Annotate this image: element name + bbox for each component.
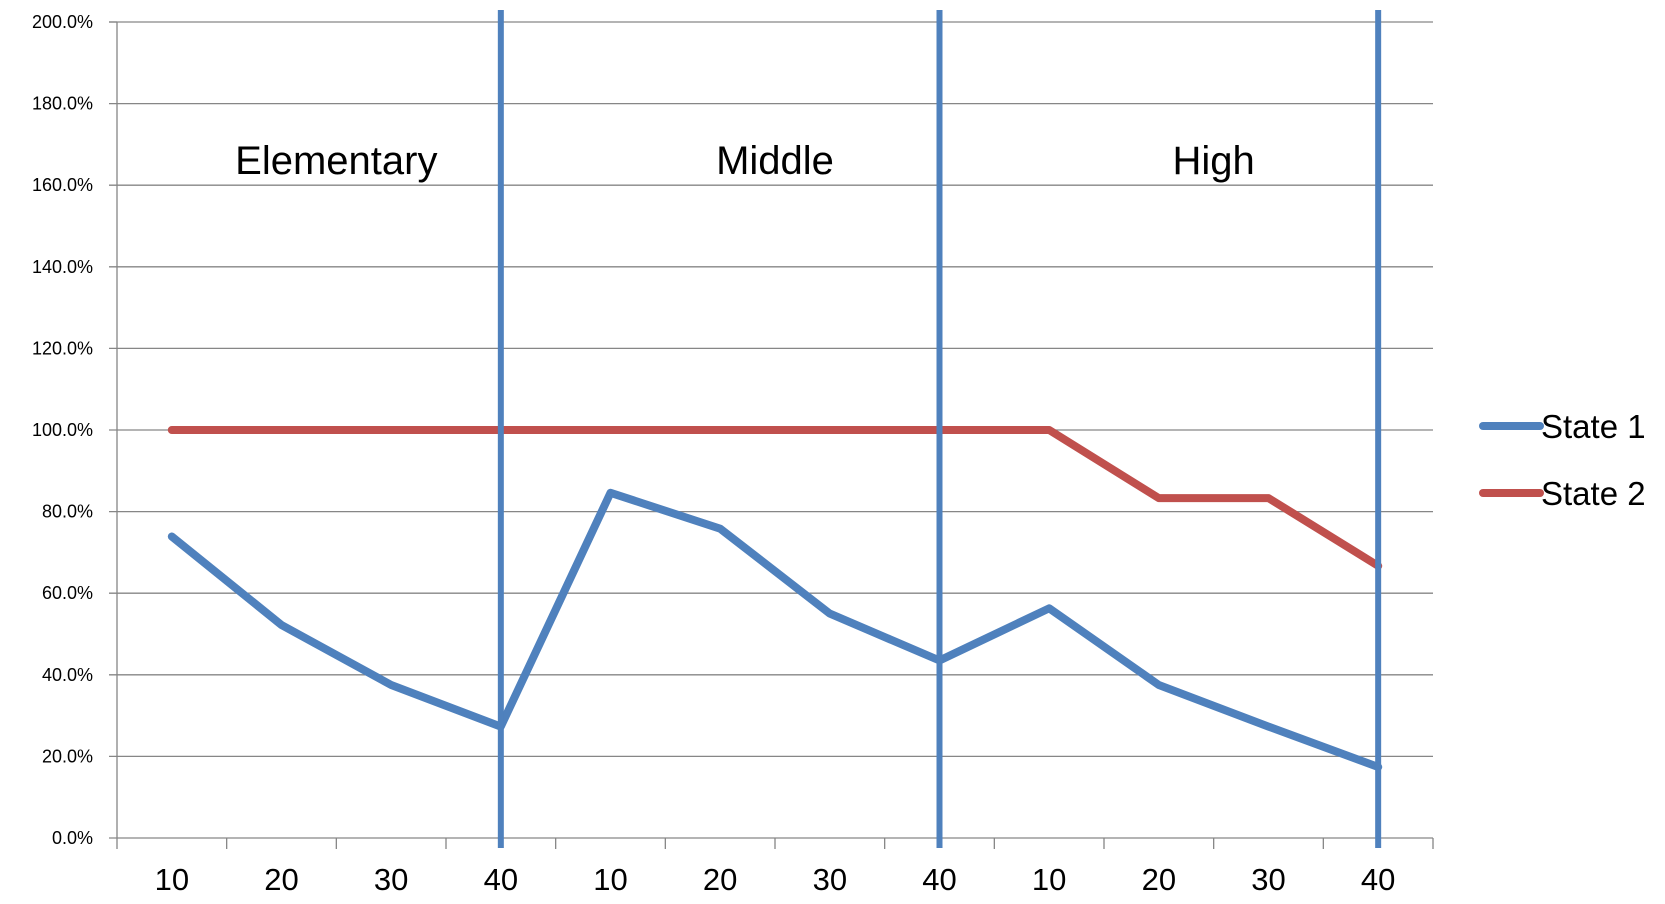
data-point bbox=[281, 429, 282, 431]
y-tick-label: 60.0% bbox=[42, 583, 93, 603]
x-tick-label: 20 bbox=[264, 862, 298, 897]
y-tick-label: 160.0% bbox=[32, 175, 93, 195]
x-tick-label: 30 bbox=[1251, 862, 1285, 897]
data-point bbox=[1268, 726, 1269, 728]
x-axis-tick-labels: 10 20 30 40 10 20 30 40 10 20 30 40 bbox=[155, 862, 1396, 897]
data-point bbox=[1158, 497, 1160, 499]
data-point bbox=[829, 613, 831, 615]
section-labels: Elementary Middle High bbox=[235, 139, 1255, 183]
data-series bbox=[167, 426, 1383, 771]
data-point bbox=[171, 429, 173, 431]
y-tick-label: 20.0% bbox=[42, 746, 93, 766]
data-point bbox=[1158, 684, 1160, 686]
series-line bbox=[167, 488, 1383, 771]
data-point bbox=[390, 684, 392, 686]
y-tick-label: 140.0% bbox=[32, 257, 93, 277]
legend: State 1 State 2 bbox=[1479, 408, 1646, 512]
x-tick-label: 10 bbox=[1032, 862, 1066, 897]
data-point bbox=[1268, 497, 1269, 499]
x-tick-label: 10 bbox=[155, 862, 189, 897]
data-point bbox=[610, 429, 611, 431]
section-label: High bbox=[1173, 139, 1255, 183]
data-point bbox=[281, 624, 282, 626]
x-tick-label: 20 bbox=[703, 862, 737, 897]
section-dividers bbox=[497, 10, 1382, 848]
x-tick-label: 10 bbox=[593, 862, 627, 897]
x-tick-label: 40 bbox=[922, 862, 956, 897]
data-point bbox=[829, 429, 831, 431]
x-tick-label: 30 bbox=[813, 862, 847, 897]
gridlines bbox=[109, 21, 1433, 758]
series-line bbox=[167, 426, 1383, 570]
data-point bbox=[171, 535, 173, 537]
section-label: Elementary bbox=[235, 139, 437, 183]
x-tick-label: 40 bbox=[1361, 862, 1395, 897]
data-point bbox=[1048, 607, 1050, 609]
x-tick-label: 20 bbox=[1142, 862, 1176, 897]
section-label: Middle bbox=[716, 139, 834, 183]
y-tick-label: 200.0% bbox=[32, 12, 93, 32]
y-tick-label: 40.0% bbox=[42, 665, 93, 685]
data-point bbox=[719, 528, 721, 530]
y-tick-label: 120.0% bbox=[32, 338, 93, 358]
y-tick-label: 0.0% bbox=[52, 828, 93, 848]
y-axis-tick-labels: 0.0% 20.0% 40.0% 60.0% 80.0% 100.0% 120.0% 140.… bbox=[32, 12, 93, 848]
y-tick-label: 100.0% bbox=[32, 420, 93, 440]
x-tick-label: 40 bbox=[484, 862, 518, 897]
axes bbox=[109, 21, 1434, 849]
data-point bbox=[719, 429, 721, 431]
y-tick-label: 80.0% bbox=[42, 502, 93, 522]
legend-label: State 2 bbox=[1541, 475, 1646, 512]
legend-label: State 1 bbox=[1541, 408, 1646, 445]
data-point bbox=[610, 492, 611, 494]
data-point bbox=[390, 429, 392, 431]
y-tick-label: 180.0% bbox=[32, 94, 93, 114]
data-point bbox=[1048, 429, 1050, 431]
x-tick-label: 30 bbox=[374, 862, 408, 897]
